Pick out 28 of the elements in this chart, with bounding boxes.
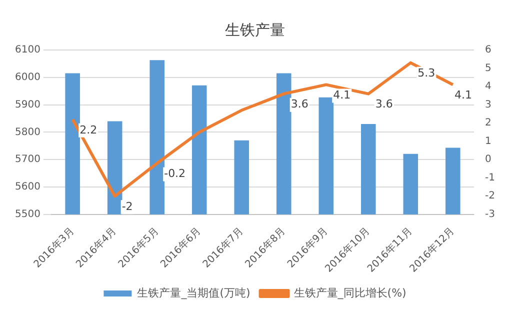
data-label: 4.1 (454, 88, 472, 102)
y2-tick-label: 6 (485, 44, 492, 56)
y2-tick-label: -1 (485, 172, 496, 184)
y2-tick-label: 4 (485, 81, 492, 92)
y-tick-label: 6100 (14, 44, 40, 56)
y2-tick-label: 3 (485, 99, 492, 110)
y-tick-label: 5700 (14, 154, 40, 166)
y2-tick-label: 1 (485, 136, 492, 147)
y-tick-label: 5800 (14, 126, 40, 138)
data-label: -2 (122, 200, 133, 213)
y2-tick-label: -3 (485, 208, 496, 220)
chart-title: 生铁产量 (225, 20, 285, 39)
y-tick-label: 5600 (14, 182, 40, 193)
legend-label: 生铁产量_当期值(万吨) (137, 286, 250, 300)
data-label: -0.2 (164, 167, 186, 180)
legend-label: 生铁产量_同比增长(%) (294, 286, 406, 300)
y2-tick-label: 2 (485, 118, 492, 129)
y-tick-label: 6000 (14, 72, 40, 83)
data-label: 3.6 (290, 98, 308, 111)
y-tick-label: 5900 (14, 99, 40, 110)
data-label: 4.1 (333, 88, 351, 102)
data-label: 2.2 (80, 123, 98, 136)
y2-tick-label: 0 (485, 154, 492, 166)
y2-tick-label: 5 (485, 62, 492, 74)
data-label: 5.3 (418, 66, 436, 80)
y-tick-label: 5500 (14, 208, 40, 220)
y2-tick-label: -2 (485, 190, 496, 202)
data-label: 3.6 (375, 98, 393, 111)
